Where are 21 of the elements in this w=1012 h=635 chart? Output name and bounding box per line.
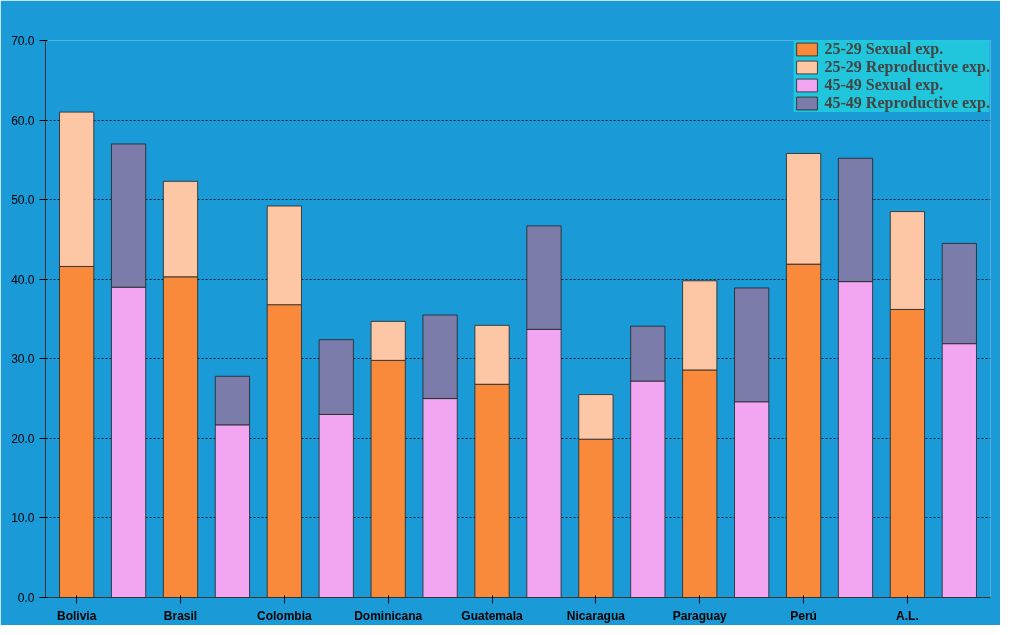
x-tick-label: A.L.	[896, 608, 919, 623]
y-tick-label: 20.0	[11, 431, 35, 446]
x-tick-label: Colombia	[257, 608, 313, 623]
legend-label: 45-49 Sexual exp.	[824, 76, 944, 94]
legend-label: 25-29 Reproductive exp.	[824, 58, 990, 76]
legend-label: 25-29 Sexual exp.	[824, 40, 944, 58]
y-tick-label: 50.0	[11, 193, 35, 208]
y-tick-label: 60.0	[11, 113, 35, 128]
y-tick-label: 30.0	[11, 352, 35, 367]
x-tick-label: Dominicana	[354, 608, 423, 623]
x-tick-label: Bolivia	[56, 608, 97, 623]
x-tick-label: Brasil	[163, 608, 198, 623]
y-tick-label: 10.0	[11, 511, 35, 526]
legend-label: 45-49 Reproductive exp.	[824, 94, 990, 112]
y-tick-label: 70.0	[11, 34, 35, 48]
x-tick-label: Guatemala	[461, 608, 524, 623]
y-tick-label: 0.0	[17, 591, 35, 605]
y-tick-label: 40.0	[11, 272, 35, 287]
x-tick-label: Paraguay	[672, 608, 728, 623]
x-tick-label: Nicaragua	[566, 608, 626, 623]
x-tick-label: Perú	[790, 608, 817, 623]
